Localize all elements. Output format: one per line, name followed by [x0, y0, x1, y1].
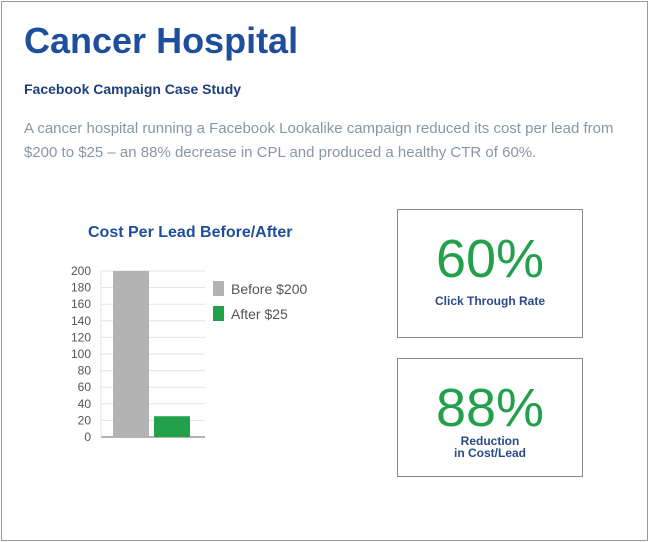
legend-label: After $25	[231, 306, 288, 322]
y-tick-label: 140	[71, 314, 91, 328]
bar-after	[154, 416, 190, 437]
page-title: Cancer Hospital	[24, 20, 299, 61]
cpl-value: 88%	[435, 378, 545, 438]
cpl-label-line2: in Cost/Lead	[453, 446, 526, 460]
y-tick-label: 200	[71, 264, 91, 278]
ctr-label: Click Through Rate	[434, 294, 545, 308]
y-tick-label: 60	[78, 380, 92, 394]
cpl-label-line1: Reduction	[460, 434, 520, 448]
chart-title: Cost Per Lead Before/After	[88, 224, 293, 241]
cpl-stat-card: 88% Reduction in Cost/Lead	[397, 358, 583, 477]
legend-label: Before $200	[231, 281, 307, 297]
y-tick-label: 120	[71, 330, 91, 344]
ctr-stat-card: 60% Click Through Rate	[397, 209, 583, 338]
y-tick-label: 180	[71, 281, 91, 295]
y-tick-label: 0	[84, 430, 91, 444]
legend-swatch	[213, 281, 224, 296]
y-tick-label: 20	[78, 413, 92, 427]
y-tick-label: 40	[78, 397, 92, 411]
legend-swatch	[213, 306, 224, 321]
y-tick-label: 100	[71, 347, 91, 361]
description: A cancer hospital running a Facebook Loo…	[24, 120, 614, 161]
ctr-value: 60%	[435, 229, 545, 289]
subtitle: Facebook Campaign Case Study	[24, 81, 242, 97]
y-tick-label: 80	[78, 364, 92, 378]
bar-before	[113, 271, 149, 437]
y-tick-label: 160	[71, 297, 91, 311]
